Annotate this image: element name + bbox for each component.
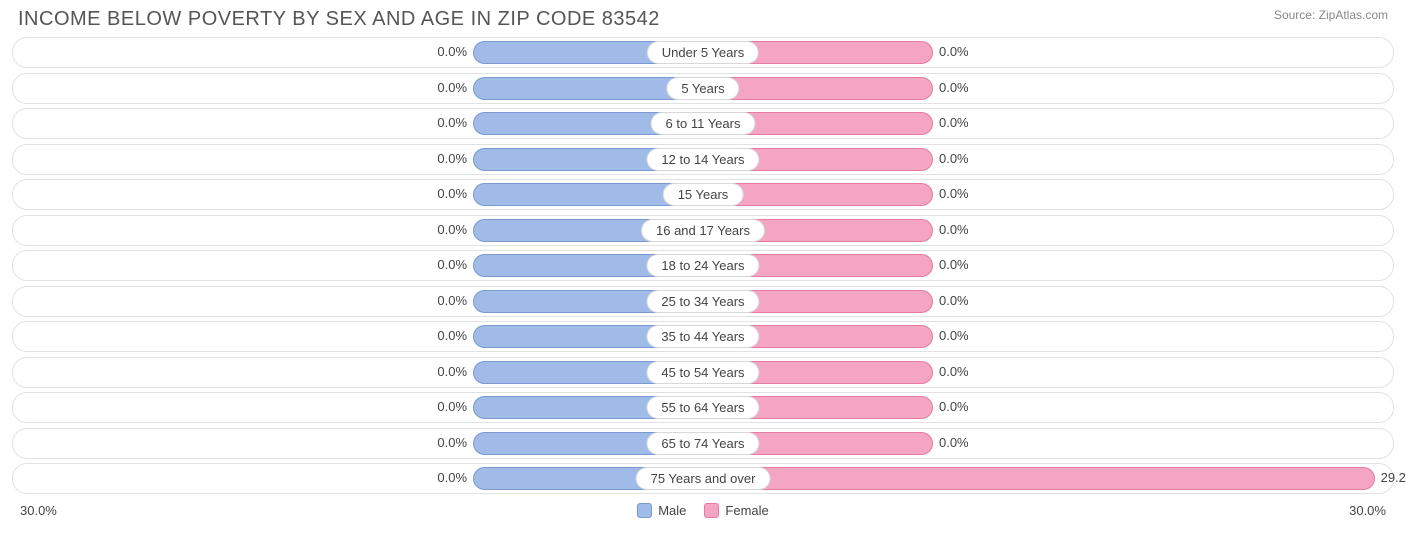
- female-value-label: 0.0%: [939, 222, 969, 237]
- female-value-label: 0.0%: [939, 151, 969, 166]
- female-value-label: 0.0%: [939, 435, 969, 450]
- category-label: 45 to 54 Years: [646, 361, 759, 384]
- category-label: Under 5 Years: [647, 41, 759, 64]
- category-label: 15 Years: [663, 183, 744, 206]
- category-label: 55 to 64 Years: [646, 396, 759, 419]
- male-value-label: 0.0%: [437, 328, 467, 343]
- axis-right-max: 30.0%: [1349, 503, 1386, 518]
- female-value-label: 0.0%: [939, 399, 969, 414]
- female-value-label: 0.0%: [939, 80, 969, 95]
- category-label: 75 Years and over: [636, 467, 771, 490]
- chart-row: 0.0% 0.0% 6 to 11 Years: [12, 108, 1394, 139]
- female-value-label: 0.0%: [939, 293, 969, 308]
- chart-footer: 30.0% Male Female 30.0%: [0, 499, 1406, 518]
- female-value-label: 0.0%: [939, 115, 969, 130]
- male-value-label: 0.0%: [437, 435, 467, 450]
- chart-row: 0.0% 0.0% 5 Years: [12, 73, 1394, 104]
- male-value-label: 0.0%: [437, 80, 467, 95]
- chart-row: 0.0% 0.0% 65 to 74 Years: [12, 428, 1394, 459]
- category-label: 25 to 34 Years: [646, 290, 759, 313]
- chart-row: 0.0% 0.0% 25 to 34 Years: [12, 286, 1394, 317]
- male-value-label: 0.0%: [437, 151, 467, 166]
- male-value-label: 0.0%: [437, 222, 467, 237]
- female-bar: [703, 467, 1375, 490]
- category-label: 65 to 74 Years: [646, 432, 759, 455]
- category-label: 5 Years: [666, 77, 739, 100]
- chart-rows: 0.0%0.0%Under 5 Years0.0%0.0%5 Years0.0%…: [0, 35, 1406, 494]
- chart-row: 0.0% 0.0% 12 to 14 Years: [12, 144, 1394, 175]
- category-label: 35 to 44 Years: [646, 325, 759, 348]
- legend-item-male: Male: [637, 503, 686, 518]
- axis-left-max: 30.0%: [20, 503, 57, 518]
- category-label: 6 to 11 Years: [651, 112, 756, 135]
- legend-female-label: Female: [725, 503, 768, 518]
- male-swatch-icon: [637, 503, 652, 518]
- chart-row: 0.0% 0.0% 35 to 44 Years: [12, 321, 1394, 352]
- category-label: 16 and 17 Years: [641, 219, 765, 242]
- female-value-label: 0.0%: [939, 328, 969, 343]
- female-value-label: 0.0%: [939, 44, 969, 59]
- chart-source: Source: ZipAtlas.com: [1274, 8, 1388, 22]
- chart-row: 0.0% 0.0% 45 to 54 Years: [12, 357, 1394, 388]
- chart-row: 0.0% 0.0% 18 to 24 Years: [12, 250, 1394, 281]
- female-value-label: 0.0%: [939, 186, 969, 201]
- category-label: 18 to 24 Years: [646, 254, 759, 277]
- male-value-label: 0.0%: [437, 399, 467, 414]
- male-value-label: 0.0%: [437, 293, 467, 308]
- chart-row: 0.0% 0.0% 16 and 17 Years: [12, 215, 1394, 246]
- male-value-label: 0.0%: [437, 364, 467, 379]
- male-value-label: 0.0%: [437, 186, 467, 201]
- male-value-label: 0.0%: [437, 44, 467, 59]
- legend-male-label: Male: [658, 503, 686, 518]
- chart-row: 0.0% 0.0% 15 Years: [12, 179, 1394, 210]
- chart-row: 0.0% 0.0% 55 to 64 Years: [12, 392, 1394, 423]
- chart-header: INCOME BELOW POVERTY BY SEX AND AGE IN Z…: [0, 0, 1406, 35]
- chart-row: 0.0%29.2%75 Years and over: [12, 463, 1394, 494]
- female-swatch-icon: [704, 503, 719, 518]
- legend: Male Female: [637, 503, 769, 518]
- chart-row: 0.0% 0.0% Under 5 Years: [12, 37, 1394, 68]
- female-value-label: 0.0%: [939, 257, 969, 272]
- chart-title: INCOME BELOW POVERTY BY SEX AND AGE IN Z…: [18, 8, 660, 31]
- category-label: 12 to 14 Years: [646, 148, 759, 171]
- male-value-label: 0.0%: [437, 470, 467, 485]
- female-value-label: 29.2%: [1381, 470, 1406, 485]
- male-value-label: 0.0%: [437, 257, 467, 272]
- male-value-label: 0.0%: [437, 115, 467, 130]
- female-value-label: 0.0%: [939, 364, 969, 379]
- legend-item-female: Female: [704, 503, 768, 518]
